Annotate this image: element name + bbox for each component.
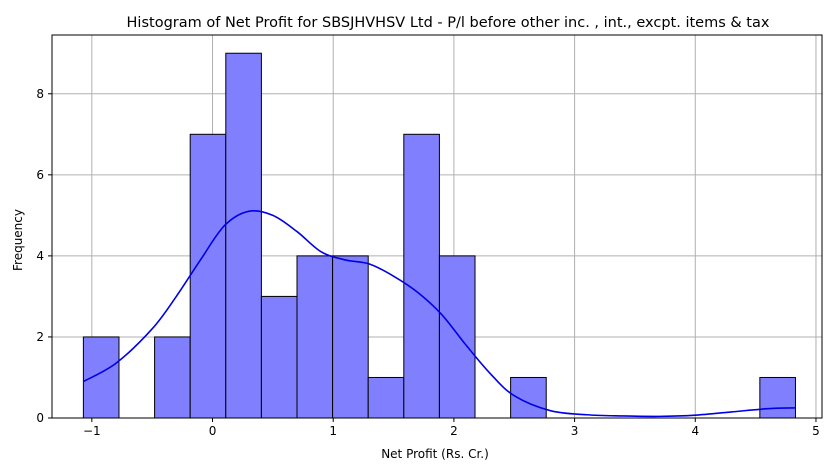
chart-title: Histogram of Net Profit for SBSJHVHSV Lt… [127, 15, 770, 31]
x-axis-ticks: −1 0 1 2 3 4 5 [83, 418, 820, 438]
kde-curve-group [82, 209, 796, 418]
histogram-bar [225, 52, 262, 419]
histogram-bar [759, 376, 796, 419]
y-tick-label: 6 [36, 168, 44, 182]
x-tick-label: 1 [329, 424, 337, 438]
x-tick-label: 2 [450, 424, 458, 438]
histogram-bar [260, 295, 298, 419]
histogram-bar [296, 255, 334, 419]
x-tick-label: 4 [691, 424, 699, 438]
histogram-bar [367, 376, 405, 419]
histogram-bar [332, 255, 369, 419]
histogram-bar [438, 255, 476, 419]
histogram-bar [82, 336, 120, 419]
histogram-bar [510, 376, 547, 419]
y-tick-label: 0 [36, 411, 44, 425]
y-tick-label: 2 [36, 330, 44, 344]
histogram-bar [403, 133, 440, 419]
y-axis-label: Frequency [11, 209, 25, 271]
x-tick-label: 3 [571, 424, 579, 438]
y-tick-label: 4 [36, 249, 44, 263]
kde-curve [82, 209, 796, 418]
histogram-bars [82, 52, 796, 419]
y-axis-ticks: 0 2 4 6 8 [36, 87, 52, 425]
x-tick-label: −1 [83, 424, 101, 438]
histogram-bar [154, 336, 191, 419]
x-tick-label: 0 [209, 424, 217, 438]
histogram-bar [189, 133, 227, 419]
y-tick-label: 8 [36, 87, 44, 101]
x-axis-label: Net Profit (Rs. Cr.) [381, 447, 489, 461]
plot-frame [51, 34, 823, 419]
x-tick-label: 5 [812, 424, 820, 438]
